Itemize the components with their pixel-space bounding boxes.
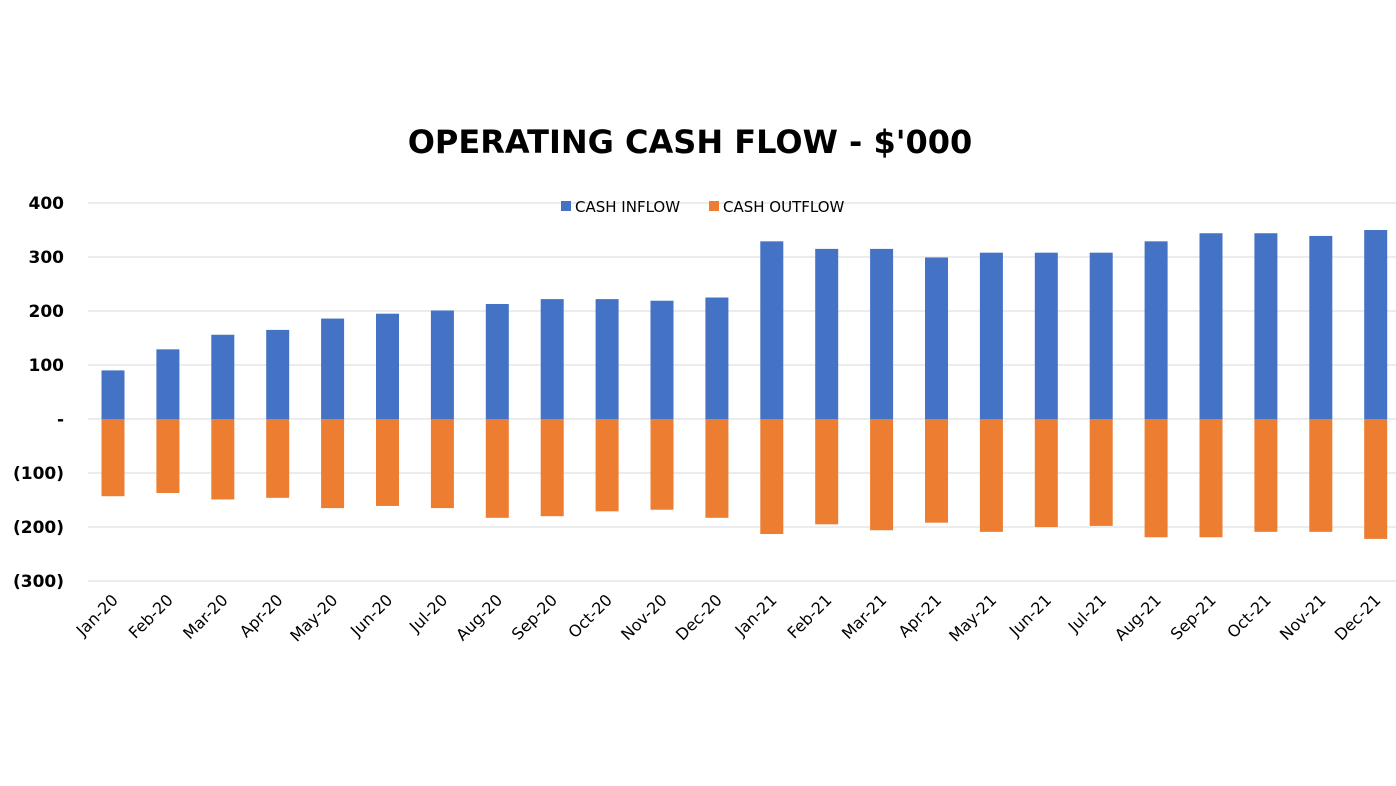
inflow-bar-sep-20: [540, 299, 564, 419]
inflow-bar-sep-21: [1199, 233, 1223, 419]
inflow-bar-mar-20: [211, 334, 235, 419]
x-tick-label: Mar-20: [179, 590, 232, 643]
x-tick-label: Aug-21: [1111, 590, 1165, 644]
inflow-bar-jun-21: [1034, 252, 1058, 419]
x-tick-label: May-21: [945, 590, 1000, 645]
outflow-bar-jan-20: [101, 419, 125, 497]
y-tick-label: (300): [13, 572, 64, 592]
x-tick-label: Jun-20: [346, 590, 396, 640]
y-tick-label: 400: [29, 194, 65, 214]
inflow-bar-jul-20: [430, 310, 454, 419]
outflow-bar-oct-21: [1254, 419, 1278, 532]
y-tick-label: 300: [29, 248, 65, 268]
legend-swatch-cash-inflow: [561, 201, 571, 211]
outflow-bar-feb-20: [156, 419, 180, 493]
chart-title: OPERATING CASH FLOW - $'000: [408, 123, 973, 161]
bars: [101, 230, 1388, 539]
inflow-bar-jan-21: [760, 241, 784, 419]
outflow-bar-dec-20: [705, 419, 729, 518]
inflow-bar-nov-20: [650, 300, 674, 419]
outflow-bar-oct-20: [595, 419, 619, 512]
x-tick-label: Aug-20: [452, 590, 506, 644]
y-tick-label: 200: [29, 302, 65, 322]
x-tick-label: Jan-21: [731, 590, 781, 640]
y-axis-tick-labels: 400 300 200 100 - (100) (200) (300): [13, 194, 64, 592]
legend-swatch-cash-outflow: [709, 201, 719, 211]
outflow-bar-aug-20: [485, 419, 509, 518]
inflow-bar-feb-21: [815, 248, 839, 419]
x-tick-label: Oct-21: [1223, 590, 1274, 641]
x-tick-label: Oct-20: [564, 590, 615, 641]
legend: CASH INFLOW CASH OUTFLOW: [561, 198, 845, 216]
outflow-bar-nov-20: [650, 419, 674, 510]
outflow-bar-jan-21: [760, 419, 784, 535]
outflow-bar-mar-20: [211, 419, 235, 500]
inflow-bar-mar-21: [870, 248, 894, 419]
x-tick-label: Apr-21: [895, 590, 946, 641]
x-axis-tick-labels: Jan-20 Feb-20 Mar-20 Apr-20 May-20 Jun-20 Jul-…: [72, 590, 1385, 645]
x-tick-label: Jun-21: [1005, 590, 1055, 640]
legend-label-cash-outflow: CASH OUTFLOW: [723, 198, 845, 216]
inflow-bar-apr-21: [925, 257, 948, 419]
gridlines: [88, 202, 1396, 582]
x-tick-label: Apr-20: [236, 590, 287, 641]
outflow-bar-aug-21: [1144, 419, 1168, 538]
y-tick-label: (100): [13, 464, 64, 484]
outflow-bar-may-21: [979, 419, 1003, 532]
outflow-bar-jun-21: [1034, 419, 1058, 527]
outflow-bar-jun-20: [376, 419, 399, 506]
x-tick-label: Dec-21: [1331, 590, 1385, 644]
y-tick-label: -: [57, 410, 64, 430]
inflow-bar-feb-20: [156, 349, 180, 419]
x-tick-label: Feb-20: [125, 590, 177, 642]
inflow-bar-aug-21: [1144, 241, 1168, 419]
inflow-bar-aug-20: [485, 303, 509, 419]
outflow-bar-apr-20: [266, 419, 290, 498]
inflow-bar-dec-21: [1364, 230, 1388, 419]
x-tick-label: Mar-21: [838, 590, 891, 643]
inflow-bar-apr-20: [266, 329, 290, 419]
y-tick-label: 100: [29, 356, 65, 376]
outflow-bar-apr-21: [925, 419, 948, 523]
x-tick-label: Nov-20: [617, 590, 671, 644]
outflow-bar-jul-20: [430, 419, 454, 509]
inflow-bar-may-20: [321, 318, 345, 419]
inflow-bar-jan-20: [101, 370, 125, 419]
x-tick-label: Jul-21: [1064, 590, 1110, 636]
inflow-bar-dec-20: [705, 297, 729, 419]
x-tick-label: May-20: [286, 590, 341, 645]
inflow-bar-jun-20: [376, 313, 399, 419]
inflow-bar-jul-21: [1089, 252, 1113, 419]
outflow-bar-mar-21: [870, 419, 894, 531]
outflow-bar-sep-20: [540, 419, 564, 517]
y-tick-label: (200): [13, 518, 64, 538]
inflow-bar-may-21: [979, 252, 1003, 419]
outflow-bar-dec-21: [1364, 419, 1388, 539]
outflow-bar-nov-21: [1309, 419, 1333, 532]
x-tick-label: Feb-21: [784, 590, 836, 642]
inflow-bar-oct-21: [1254, 233, 1278, 419]
x-tick-label: Sep-21: [1167, 590, 1220, 643]
x-tick-label: Dec-20: [672, 590, 726, 644]
x-tick-label: Nov-21: [1276, 590, 1330, 644]
outflow-bar-may-20: [321, 419, 345, 509]
x-tick-label: Jul-20: [405, 590, 451, 636]
x-tick-label: Jan-20: [72, 590, 122, 640]
outflow-bar-feb-21: [815, 419, 839, 525]
inflow-bar-nov-21: [1309, 235, 1333, 419]
outflow-bar-sep-21: [1199, 419, 1223, 538]
outflow-bar-jul-21: [1089, 419, 1113, 526]
legend-label-cash-inflow: CASH INFLOW: [575, 198, 680, 216]
x-tick-label: Sep-20: [508, 590, 561, 643]
inflow-bar-oct-20: [595, 299, 619, 419]
